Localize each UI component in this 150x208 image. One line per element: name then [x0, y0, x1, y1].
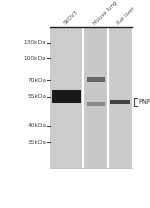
- Bar: [110, 100, 130, 104]
- Text: 130kDa: 130kDa: [24, 40, 46, 45]
- Bar: [87, 102, 105, 106]
- Bar: [87, 77, 105, 82]
- Text: SKOV3: SKOV3: [63, 10, 79, 26]
- Bar: [50, 27, 83, 168]
- Bar: [108, 27, 132, 168]
- Text: Rat liver: Rat liver: [116, 6, 136, 26]
- Text: 55kDa: 55kDa: [27, 94, 46, 99]
- Text: 70kDa: 70kDa: [27, 78, 46, 83]
- Bar: [50, 27, 132, 168]
- Text: 35kDa: 35kDa: [27, 140, 46, 145]
- Text: 40kDa: 40kDa: [27, 123, 46, 128]
- Text: PNPLA3: PNPLA3: [139, 99, 150, 105]
- Text: 100kDa: 100kDa: [24, 56, 46, 61]
- Text: Mouse lung: Mouse lung: [92, 0, 118, 26]
- Bar: [83, 27, 108, 168]
- Bar: [52, 90, 81, 103]
